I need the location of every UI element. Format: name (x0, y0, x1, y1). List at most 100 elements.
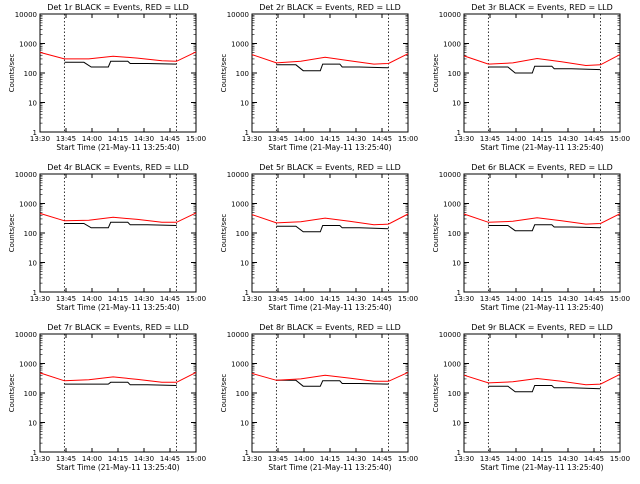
x-tick-label: 15:00 (610, 455, 630, 463)
y-tick-label: 1000 (19, 201, 37, 209)
x-tick-label: 13:30 (242, 135, 262, 143)
chart-panel-3: Det 3r BLACK = Events, RED = LLD 1 10 100 10… (432, 3, 630, 152)
x-tick-label: 14:45 (584, 295, 604, 303)
x-tick-label: 14:45 (372, 455, 392, 463)
x-tick-label: 13:45 (268, 455, 288, 463)
y-tick-label: 1 (33, 129, 37, 137)
x-tick-label: 14:15 (108, 135, 128, 143)
plot-frame (463, 13, 621, 133)
events-series-line (64, 60, 177, 68)
y-tick-label: 100 (448, 70, 461, 78)
y-tick-label: 1000 (443, 41, 461, 49)
y-tick-label: 1 (245, 449, 249, 457)
x-tick-label: 14:30 (558, 135, 578, 143)
chart-panel-9: Det 9r BLACK = Events, RED = LLD 1 10 100 10… (432, 323, 630, 472)
chart-title: Det 4r BLACK = Events, RED = LLD (47, 163, 189, 172)
x-tick-label: 13:45 (268, 295, 288, 303)
chart-title: Det 1r BLACK = Events, RED = LLD (47, 3, 189, 12)
x-tick-label: 13:45 (480, 295, 500, 303)
lld-series-line (251, 371, 409, 382)
y-tick-label: 10 (452, 100, 461, 108)
x-tick-label: 15:00 (610, 135, 630, 143)
x-tick-label: 14:45 (160, 455, 180, 463)
x-tick-label: 14:45 (584, 135, 604, 143)
y-tick-label: 1000 (231, 201, 249, 209)
x-tick-label: 14:15 (108, 455, 128, 463)
y-axis-label: Counts/sec (432, 374, 440, 413)
x-tick-label: 15:00 (610, 295, 630, 303)
y-tick-label: 1 (245, 289, 249, 297)
lld-series-line (251, 53, 409, 65)
y-tick-label: 10000 (439, 171, 461, 179)
x-tick-label: 13:30 (242, 455, 262, 463)
chart-title: Det 7r BLACK = Events, RED = LLD (47, 323, 189, 332)
y-tick-label: 10 (240, 260, 249, 268)
events-series-line (276, 63, 389, 72)
plot-frame (251, 333, 409, 453)
chart-panel-5: Det 5r BLACK = Events, RED = LLD 1 10 100 10… (220, 163, 418, 312)
x-tick-label: 13:30 (242, 295, 262, 303)
lld-series-line (39, 51, 197, 62)
y-tick-label: 10 (28, 260, 37, 268)
y-tick-label: 100 (236, 390, 249, 398)
x-tick-label: 13:30 (454, 455, 474, 463)
events-series-line (488, 65, 601, 74)
x-tick-label: 14:15 (320, 135, 340, 143)
y-tick-label: 10 (240, 420, 249, 428)
x-tick-label: 13:45 (56, 295, 76, 303)
y-tick-label: 10000 (439, 11, 461, 19)
y-axis-label: Counts/sec (8, 374, 16, 413)
x-tick-label: 13:45 (480, 455, 500, 463)
x-tick-label: 14:30 (346, 135, 366, 143)
events-series-line (64, 381, 177, 386)
x-tick-label: 15:00 (186, 135, 206, 143)
x-tick-label: 14:45 (584, 455, 604, 463)
plot-frame (251, 13, 409, 133)
x-tick-label: 14:15 (108, 295, 128, 303)
x-tick-label: 13:45 (56, 135, 76, 143)
plot-frame (39, 333, 197, 453)
y-tick-label: 100 (448, 390, 461, 398)
x-tick-label: 14:00 (506, 455, 526, 463)
x-tick-label: 14:00 (294, 135, 314, 143)
chart-panel-6: Det 6r BLACK = Events, RED = LLD 1 10 100 10… (432, 163, 630, 312)
x-tick-label: 15:00 (398, 135, 418, 143)
x-tick-label: 13:45 (56, 455, 76, 463)
lld-series-line (463, 54, 621, 67)
y-axis-label: Counts/sec (8, 214, 16, 253)
x-tick-label: 14:30 (134, 455, 154, 463)
x-axis-label: Start Time (21-May-11 13:25:40) (56, 463, 179, 472)
chart-panel-4: Det 4r BLACK = Events, RED = LLD 1 10 100 10… (8, 163, 206, 312)
lld-series-line (251, 213, 409, 226)
y-axis-label: Counts/sec (220, 214, 228, 253)
x-tick-label: 14:15 (532, 295, 552, 303)
plot-frame (463, 333, 621, 453)
x-tick-label: 14:30 (558, 455, 578, 463)
y-tick-label: 10 (452, 420, 461, 428)
chart-panel-1: Det 1r BLACK = Events, RED = LLD 1 10 100 10… (8, 3, 206, 152)
lld-series-line (463, 213, 621, 225)
chart-title: Det 3r BLACK = Events, RED = LLD (471, 3, 613, 12)
y-tick-label: 100 (448, 230, 461, 238)
x-axis-label: Start Time (21-May-11 13:25:40) (56, 303, 179, 312)
events-series-line (276, 225, 389, 233)
x-axis-label: Start Time (21-May-11 13:25:40) (480, 463, 603, 472)
chart-title: Det 5r BLACK = Events, RED = LLD (259, 163, 401, 172)
y-tick-label: 100 (24, 70, 37, 78)
y-tick-label: 1 (33, 289, 37, 297)
y-tick-label: 1000 (19, 41, 37, 49)
y-tick-label: 1 (457, 449, 461, 457)
x-tick-label: 13:45 (480, 135, 500, 143)
lld-series-line (39, 212, 197, 223)
y-tick-label: 100 (236, 70, 249, 78)
y-tick-label: 1 (245, 129, 249, 137)
y-axis-label: Counts/sec (432, 214, 440, 253)
x-axis-label: Start Time (21-May-11 13:25:40) (268, 303, 391, 312)
x-tick-label: 14:00 (294, 295, 314, 303)
y-tick-label: 10 (28, 100, 37, 108)
y-tick-label: 1000 (231, 41, 249, 49)
x-tick-label: 13:30 (30, 295, 50, 303)
x-tick-label: 14:45 (160, 135, 180, 143)
